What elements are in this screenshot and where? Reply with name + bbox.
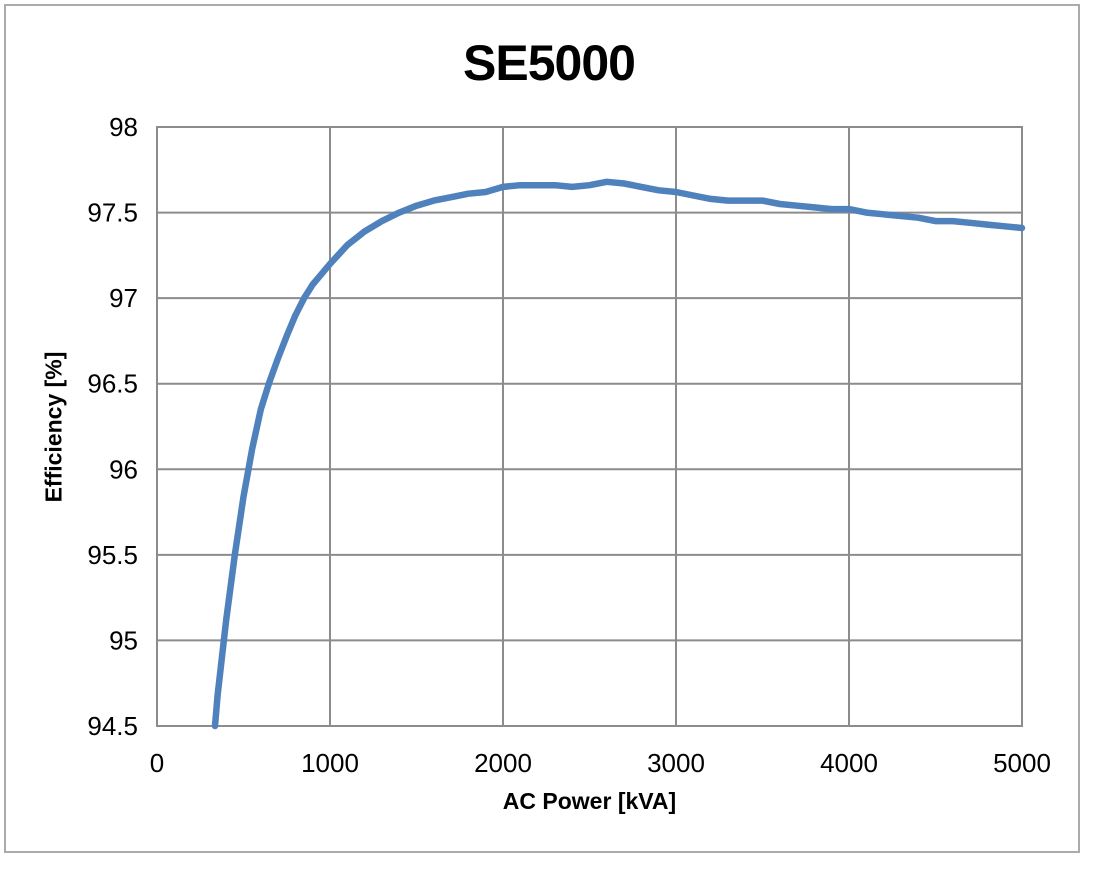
x-axis-title: AC Power [kVA] <box>502 788 677 814</box>
y-tick-label: 98 <box>109 112 138 142</box>
y-tick-label: 94.5 <box>87 711 138 741</box>
y-tick-label: 96.5 <box>87 369 138 399</box>
plot-border <box>156 126 1023 727</box>
y-tick-label: 97 <box>109 283 138 313</box>
y-tick-label: 97.5 <box>87 198 138 228</box>
y-tick-label: 96 <box>109 454 138 484</box>
x-tick-label: 5000 <box>993 748 1051 778</box>
x-tick-label: 1000 <box>301 748 359 778</box>
y-tick-label: 95.5 <box>87 540 138 570</box>
x-tick-label: 3000 <box>647 748 705 778</box>
x-tick-label: 4000 <box>820 748 878 778</box>
chart-title: SE5000 <box>463 35 636 91</box>
chart-frame <box>4 4 1080 853</box>
x-tick-label: 0 <box>150 748 164 778</box>
x-tick-label: 2000 <box>474 748 532 778</box>
y-tick-label: 95 <box>109 625 138 655</box>
series-line <box>211 178 1026 730</box>
